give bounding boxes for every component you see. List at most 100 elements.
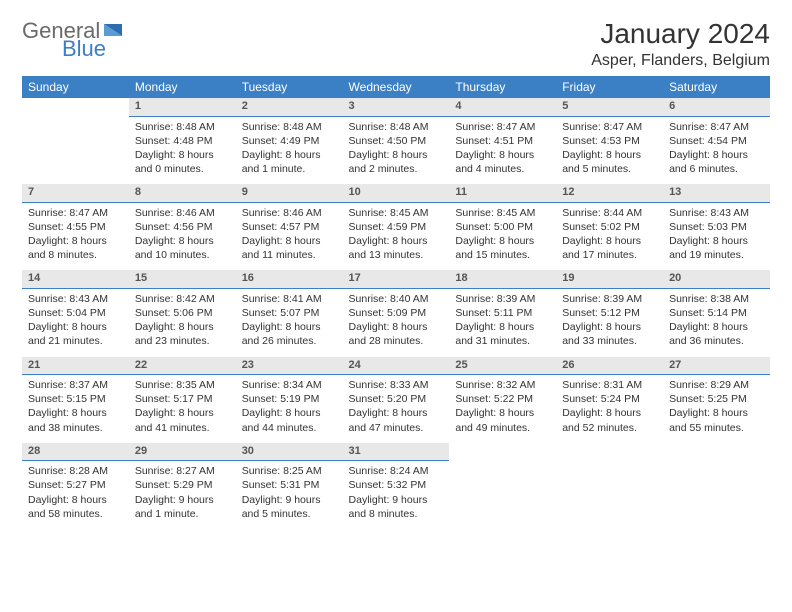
sunset-line: Sunset: 5:04 PM <box>28 306 123 320</box>
day-header-row: SundayMondayTuesdayWednesdayThursdayFrid… <box>22 76 770 98</box>
info-row: Sunrise: 8:37 AMSunset: 5:15 PMDaylight:… <box>22 375 770 443</box>
day-header: Sunday <box>22 76 129 98</box>
sunrise-line: Sunrise: 8:28 AM <box>28 464 123 478</box>
sunrise-line: Sunrise: 8:31 AM <box>562 378 657 392</box>
info-row: Sunrise: 8:43 AMSunset: 5:04 PM Daylight:… <box>22 288 770 356</box>
day-number-cell: 8 <box>129 184 236 202</box>
sunrise-line: Sunrise: 8:45 AM <box>455 206 550 220</box>
daylight-line: Daylight: 8 hours and 17 minutes. <box>562 234 657 262</box>
sunset-line: Sunset: 5:06 PM <box>135 306 230 320</box>
day-number-cell: 7 <box>22 184 129 202</box>
daylight-line: Daylight: 8 hours and 23 minutes. <box>135 320 230 348</box>
daynum-row: 123456 <box>22 98 770 116</box>
sunset-line: Sunset: 4:59 PM <box>349 220 444 234</box>
sunset-line: Sunset: 5:02 PM <box>562 220 657 234</box>
day-header: Tuesday <box>236 76 343 98</box>
day-number-cell: 17 <box>343 270 450 288</box>
day-header: Wednesday <box>343 76 450 98</box>
daylight-line: Daylight: 8 hours and 6 minutes. <box>669 148 764 176</box>
sunset-line: Sunset: 4:55 PM <box>28 220 123 234</box>
sunset-line: Sunset: 4:56 PM <box>135 220 230 234</box>
sunrise-line: Sunrise: 8:27 AM <box>135 464 230 478</box>
day-number-cell: 3 <box>343 98 450 116</box>
sunrise-line: Sunrise: 8:41 AM <box>242 292 337 306</box>
day-header: Saturday <box>663 76 770 98</box>
sunset-line: Sunset: 5:00 PM <box>455 220 550 234</box>
sunrise-line: Sunrise: 8:35 AM <box>135 378 230 392</box>
sunset-line: Sunset: 5:07 PM <box>242 306 337 320</box>
day-info-cell: Sunrise: 8:48 AMSunset: 4:49 PMDaylight:… <box>236 116 343 184</box>
sunrise-line: Sunrise: 8:45 AM <box>349 206 444 220</box>
day-number-cell <box>22 98 129 116</box>
day-number-cell: 11 <box>449 184 556 202</box>
day-info-cell: Sunrise: 8:47 AMSunset: 4:51 PMDaylight:… <box>449 116 556 184</box>
sunrise-line: Sunrise: 8:43 AM <box>669 206 764 220</box>
day-info-cell: Sunrise: 8:25 AMSunset: 5:31 PMDaylight:… <box>236 461 343 529</box>
daylight-line: Daylight: 8 hours and 10 minutes. <box>135 234 230 262</box>
daylight-line: Daylight: 8 hours and 55 minutes. <box>669 406 764 434</box>
day-info-cell: Sunrise: 8:42 AMSunset: 5:06 PMDaylight:… <box>129 288 236 356</box>
sunrise-line: Sunrise: 8:48 AM <box>349 120 444 134</box>
svg-text:Blue: Blue <box>62 36 106 56</box>
day-number-cell: 6 <box>663 98 770 116</box>
sunrise-line: Sunrise: 8:42 AM <box>135 292 230 306</box>
sunset-line: Sunset: 5:22 PM <box>455 392 550 406</box>
day-number-cell: 28 <box>22 443 129 461</box>
info-row: Sunrise: 8:47 AMSunset: 4:55 PM Daylight:… <box>22 202 770 270</box>
sunrise-line: Sunrise: 8:39 AM <box>562 292 657 306</box>
day-number-cell: 14 <box>22 270 129 288</box>
daylight-line: Daylight: 8 hours and 44 minutes. <box>242 406 337 434</box>
sunrise-line: Sunrise: 8:47 AM <box>455 120 550 134</box>
sunrise-line: Sunrise: 8:44 AM <box>562 206 657 220</box>
daylight-line: Daylight: 8 hours and 33 minutes. <box>562 320 657 348</box>
sunset-line: Sunset: 5:29 PM <box>135 478 230 492</box>
day-info-cell: Sunrise: 8:27 AMSunset: 5:29 PMDaylight:… <box>129 461 236 529</box>
day-number-cell: 18 <box>449 270 556 288</box>
daynum-row: 28293031 <box>22 443 770 461</box>
day-number-cell: 1 <box>129 98 236 116</box>
daylight-line: Daylight: 8 hours and 26 minutes. <box>242 320 337 348</box>
sunrise-line: Sunrise: 8:43 AM <box>28 292 123 306</box>
sunset-line: Sunset: 5:20 PM <box>349 392 444 406</box>
sunset-line: Sunset: 4:48 PM <box>135 134 230 148</box>
day-info-cell: Sunrise: 8:45 AMSunset: 4:59 PMDaylight:… <box>343 202 450 270</box>
sunrise-line: Sunrise: 8:24 AM <box>349 464 444 478</box>
sunset-line: Sunset: 4:53 PM <box>562 134 657 148</box>
daylight-line: Daylight: 8 hours and 41 minutes. <box>135 406 230 434</box>
daylight-line: Daylight: 8 hours and 36 minutes. <box>669 320 764 348</box>
day-info-cell: Sunrise: 8:34 AMSunset: 5:19 PMDaylight:… <box>236 375 343 443</box>
daylight-line: Daylight: 8 hours and 13 minutes. <box>349 234 444 262</box>
sunset-line: Sunset: 5:27 PM <box>28 478 123 492</box>
day-info-cell: Sunrise: 8:31 AMSunset: 5:24 PMDaylight:… <box>556 375 663 443</box>
sunset-line: Sunset: 5:24 PM <box>562 392 657 406</box>
sunset-line: Sunset: 5:32 PM <box>349 478 444 492</box>
day-info-cell: Sunrise: 8:43 AMSunset: 5:04 PMDaylight:… <box>22 288 129 356</box>
day-info-cell: Sunrise: 8:48 AMSunset: 4:48 PMDaylight:… <box>129 116 236 184</box>
daylight-line: Daylight: 8 hours and 15 minutes. <box>455 234 550 262</box>
daylight-line: Daylight: 9 hours and 8 minutes. <box>349 493 444 521</box>
sunrise-line: Sunrise: 8:33 AM <box>349 378 444 392</box>
sunset-line: Sunset: 5:11 PM <box>455 306 550 320</box>
day-number-cell: 27 <box>663 357 770 375</box>
day-number-cell: 16 <box>236 270 343 288</box>
day-info-cell: Sunrise: 8:37 AMSunset: 5:15 PMDaylight:… <box>22 375 129 443</box>
day-number-cell <box>556 443 663 461</box>
day-info-cell: Sunrise: 8:47 AMSunset: 4:54 PMDaylight:… <box>663 116 770 184</box>
header: General Blue January 2024 Asper, Flander… <box>22 18 770 70</box>
day-info-cell: Sunrise: 8:47 AMSunset: 4:53 PMDaylight:… <box>556 116 663 184</box>
sunrise-line: Sunrise: 8:29 AM <box>669 378 764 392</box>
daylight-line: Daylight: 9 hours and 1 minute. <box>135 493 230 521</box>
sunrise-line: Sunrise: 8:37 AM <box>28 378 123 392</box>
sunrise-line: Sunrise: 8:32 AM <box>455 378 550 392</box>
calendar-table: SundayMondayTuesdayWednesdayThursdayFrid… <box>22 76 770 529</box>
day-number-cell: 25 <box>449 357 556 375</box>
day-info-cell: Sunrise: 8:40 AMSunset: 5:09 PMDaylight:… <box>343 288 450 356</box>
day-info-cell: Sunrise: 8:46 AMSunset: 4:57 PMDaylight:… <box>236 202 343 270</box>
day-header: Friday <box>556 76 663 98</box>
daylight-line: Daylight: 8 hours and 1 minute. <box>242 148 337 176</box>
sunset-line: Sunset: 4:49 PM <box>242 134 337 148</box>
day-info-cell: Sunrise: 8:47 AMSunset: 4:55 PMDaylight:… <box>22 202 129 270</box>
day-number-cell: 21 <box>22 357 129 375</box>
sunrise-line: Sunrise: 8:47 AM <box>28 206 123 220</box>
day-info-cell: Sunrise: 8:32 AMSunset: 5:22 PMDaylight:… <box>449 375 556 443</box>
